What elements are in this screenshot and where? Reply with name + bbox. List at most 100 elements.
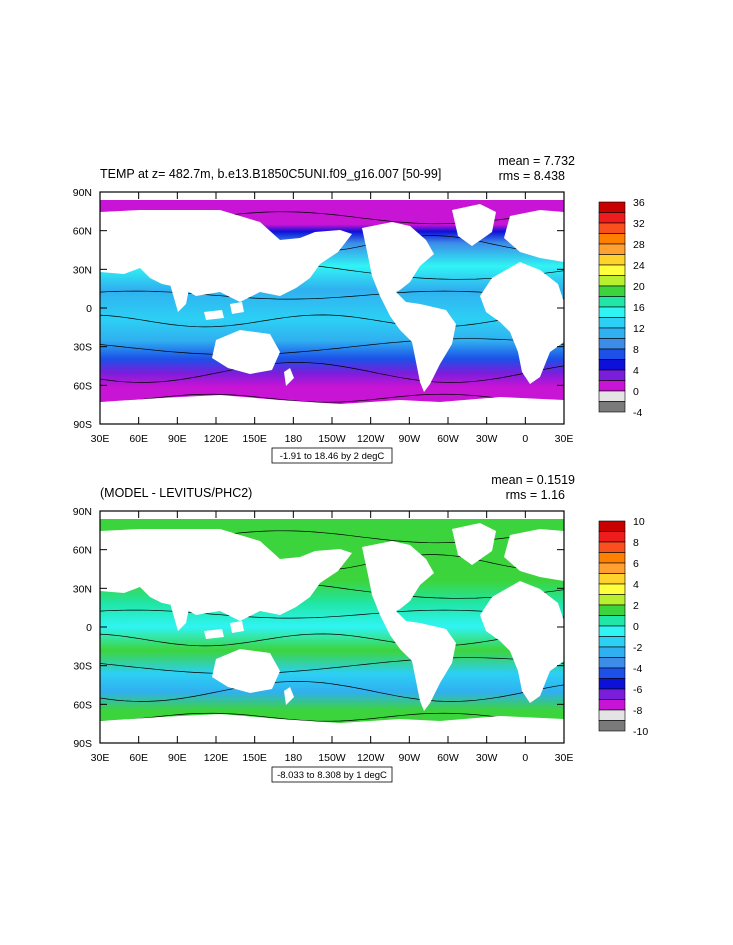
colorbar-label: 24 [633, 260, 645, 272]
colorbar-swatch [598, 275, 626, 287]
colorbar-swatch [598, 254, 626, 266]
colorbar-label: 0 [633, 386, 639, 398]
colorbar-label: 8 [633, 344, 639, 356]
lon-label: 30W [476, 433, 498, 445]
colorbar-swatch [598, 285, 626, 297]
colorbar-swatch [598, 594, 626, 606]
colorbar-label: 12 [633, 323, 645, 335]
contour-line [99, 681, 565, 702]
colorbar-swatch [598, 348, 626, 360]
lat-label: 90S [73, 419, 92, 431]
mean-label: mean = 7.732 [498, 154, 575, 168]
lon-label: 90E [168, 433, 187, 445]
colorbar-swatch [598, 296, 626, 308]
colorbar-swatch [598, 369, 626, 381]
colorbar-swatch [598, 657, 626, 669]
colorbar-swatch [598, 317, 626, 329]
contour-line [99, 657, 565, 675]
lat-label: 0 [86, 303, 92, 315]
rms-label: rms = 8.438 [499, 169, 565, 183]
contour-line [99, 633, 565, 647]
colorbar: 10 8 6 4 2 0 -2 -4 -6 -8 -10 [598, 516, 648, 738]
lon-label: 120W [357, 433, 385, 445]
contour-line [99, 712, 564, 722]
colorbar-label: 4 [633, 365, 639, 377]
colorbar-swatch [598, 688, 626, 700]
colorbar-swatch [598, 699, 626, 711]
lon-label: 150E [242, 433, 267, 445]
lon-label: 150E [242, 752, 267, 764]
lat-label: 60S [73, 380, 92, 392]
colorbar-swatch [598, 709, 626, 721]
colorbar-swatch [598, 646, 626, 658]
contour-line [99, 338, 565, 356]
lon-label: 120E [204, 752, 229, 764]
lon-label: 90W [399, 433, 421, 445]
lat-label: 30N [73, 264, 92, 276]
colorbar-label: 28 [633, 239, 645, 251]
colorbar-swatch [598, 380, 626, 392]
lat-label: 30S [73, 661, 92, 673]
colorbar-label: 32 [633, 218, 645, 230]
contour-range-box: -8.033 to 8.308 by 1 degC [271, 766, 393, 783]
colorbar-swatch [598, 667, 626, 679]
colorbar-label: -2 [633, 642, 642, 654]
colorbar-swatch [598, 520, 626, 532]
colorbar-swatch [598, 401, 626, 413]
colorbar-swatch [598, 327, 626, 339]
contour-line [99, 314, 565, 328]
colorbar-swatch [598, 720, 626, 732]
colorbar-swatch [598, 678, 626, 690]
range-label: -8.033 to 8.308 by 1 degC [277, 770, 387, 781]
colorbar-swatch [598, 552, 626, 564]
lat-label: 90N [73, 187, 92, 199]
colorbar-label: 6 [633, 558, 639, 570]
colorbar-swatch [598, 264, 626, 276]
colorbar-label: -4 [633, 663, 642, 675]
colorbar-label: 36 [633, 197, 645, 209]
lat-label: 60N [73, 545, 92, 557]
lon-label: 180 [285, 752, 303, 764]
colorbar-swatch [598, 625, 626, 637]
colorbar-swatch [598, 541, 626, 553]
lat-label: 30N [73, 583, 92, 595]
lon-label: 30E [91, 433, 110, 445]
colorbar-label: 20 [633, 281, 645, 293]
mean-label: mean = 0.1519 [491, 473, 575, 487]
colorbar-label: 10 [633, 516, 645, 528]
lon-label: 30E [555, 433, 574, 445]
colorbar-swatch [598, 222, 626, 234]
colorbar-label: -10 [633, 726, 648, 738]
lon-label: 150W [318, 752, 346, 764]
lon-label: 90W [399, 752, 421, 764]
contour-line [99, 393, 564, 403]
lon-label: 60E [129, 752, 148, 764]
colorbar-swatch [598, 212, 626, 224]
lon-label: 0 [522, 752, 528, 764]
lon-label: 0 [522, 433, 528, 445]
rms-label: rms = 1.16 [506, 488, 565, 502]
map-panel-1: TEMP at z= 482.7m, b.e13.B1850C5UNI.f09_… [73, 154, 645, 464]
colorbar-swatch [598, 583, 626, 595]
lon-label: 30E [555, 752, 574, 764]
panel-title: TEMP at z= 482.7m, b.e13.B1850C5UNI.f09_… [100, 167, 441, 181]
colorbar-swatch [598, 604, 626, 616]
lon-label: 90E [168, 752, 187, 764]
colorbar-swatch [598, 306, 626, 318]
contour-range-box: -1.91 to 18.46 by 2 degC [271, 447, 393, 464]
lon-label: 60W [437, 433, 459, 445]
lon-label: 150W [318, 433, 346, 445]
lon-label: 180 [285, 433, 303, 445]
lat-label: 0 [86, 622, 92, 634]
lon-label: 30W [476, 752, 498, 764]
lon-label: 120W [357, 752, 385, 764]
lon-label: 60E [129, 433, 148, 445]
lat-label: 60N [73, 226, 92, 238]
colorbar-label: 0 [633, 621, 639, 633]
colorbar-swatch [598, 201, 626, 213]
colorbar-swatch [598, 531, 626, 543]
colorbar-swatch [598, 615, 626, 627]
colorbar-swatch [598, 562, 626, 574]
